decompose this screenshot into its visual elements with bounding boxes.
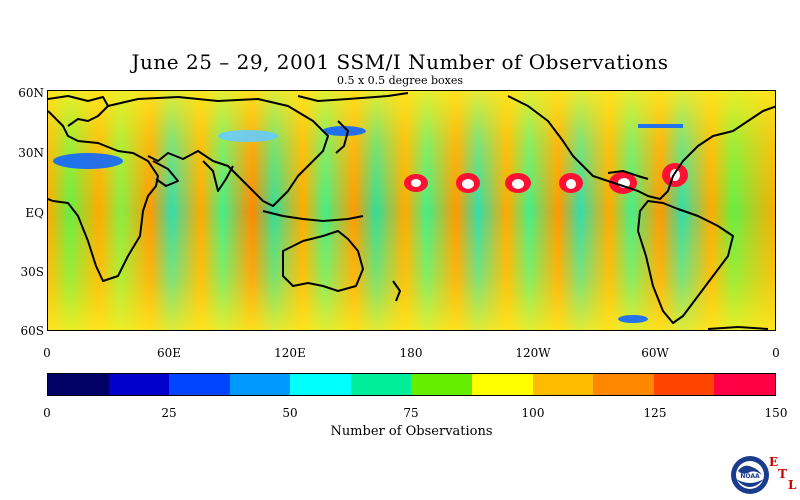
- antarctica-coastline: [707, 326, 769, 330]
- south-america-coastline: [637, 200, 734, 324]
- colorbar-segment-0: [48, 374, 109, 395]
- colorbar-segment-6: [411, 374, 473, 395]
- lon-label-60w: 60W: [641, 346, 669, 360]
- colorbar-segment-2: [169, 374, 230, 395]
- lon-label-0-east: 0: [772, 346, 780, 360]
- australia-coastline: [282, 230, 364, 292]
- observation-map: [47, 90, 776, 331]
- colorbar-segment-10: [653, 374, 715, 395]
- lat-label-60n: 60N: [18, 86, 44, 100]
- colorbar-segment-9: [593, 374, 654, 395]
- lon-label-180: 180: [399, 346, 423, 360]
- colorbar-segment-4: [290, 374, 351, 395]
- lat-label-60s: 60S: [20, 324, 45, 338]
- etl-letter-e: E: [769, 455, 779, 469]
- lon-label-120e: 120E: [274, 346, 306, 360]
- map-title: June 25 – 29, 2001 SSM/I Number of Obser…: [131, 50, 669, 74]
- low-count-patches: [53, 124, 683, 323]
- colorbar-segment-8: [532, 374, 594, 395]
- africa-coastline: [48, 110, 159, 282]
- colorbar-segment-3: [229, 374, 291, 395]
- colorbar: [47, 373, 776, 396]
- colorbar-segment-7: [472, 374, 533, 395]
- lon-label-60e: 60E: [156, 346, 182, 360]
- etl-letter-t: T: [778, 467, 787, 481]
- arabia-coastline: [152, 160, 179, 187]
- colorbar-segment-11: [714, 374, 775, 395]
- colorbar-tick-125: 125: [643, 406, 667, 420]
- colorbar-title: Number of Observations: [330, 424, 493, 439]
- colorbar-tick-100: 100: [521, 406, 545, 420]
- map-subtitle: 0.5 x 0.5 degree boxes: [336, 74, 464, 87]
- colorbar-tick-75: 75: [403, 406, 419, 420]
- indonesia-coastline: [262, 210, 364, 222]
- colorbar-tick-50: 50: [282, 406, 298, 420]
- new-zealand-coastline: [392, 280, 401, 302]
- colorbar-segment-5: [350, 374, 412, 395]
- east-asia-coast: [297, 92, 409, 102]
- north-america-coastline: [507, 95, 775, 200]
- lat-label-30s: 30S: [20, 265, 45, 279]
- observation-map-svg: [48, 91, 775, 330]
- noaa-logo-text: NOAA: [740, 473, 760, 480]
- colorbar-tick-25: 25: [161, 406, 177, 420]
- hotspots: [404, 163, 688, 194]
- colorbar-segment-1: [108, 374, 170, 395]
- asia-coastline: [107, 96, 329, 207]
- etl-letter-l: L: [788, 478, 797, 492]
- lat-label-30n: 30N: [18, 146, 44, 160]
- colorbar-tick-0: 0: [43, 406, 51, 420]
- coastlines: [48, 92, 775, 330]
- lon-label-120w: 120W: [515, 346, 551, 360]
- lon-label-0: 0: [43, 346, 51, 360]
- colorbar-tick-150: 150: [764, 406, 788, 420]
- noaa-logo-icon: NOAA: [731, 456, 769, 494]
- japan-coastline: [335, 120, 349, 154]
- caribbean-coastline: [607, 170, 649, 180]
- india-coastline: [202, 160, 234, 192]
- lat-label-eq: EQ: [25, 206, 44, 220]
